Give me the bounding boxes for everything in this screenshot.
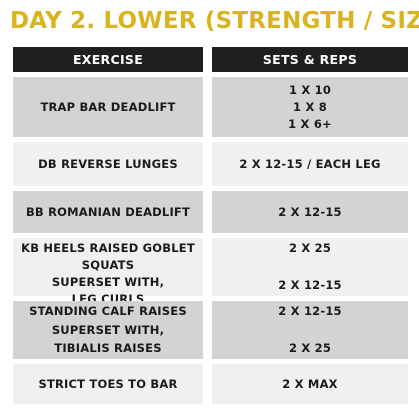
row-5-exercise-line-1: STANDING CALF RAISES (29, 304, 187, 318)
row-2-sets: 2 X 12-15 / EACH LEG (212, 142, 408, 186)
row-6-sets-line-1: 2 X MAX (282, 376, 338, 391)
row-1-sets-line-2: 1 X 8 (293, 99, 327, 114)
row-2-exercise-line-1: DB REVERSE LUNGES (38, 156, 178, 171)
header-exercise: EXERCISE (13, 47, 203, 72)
page-title: DAY 2. LOWER (STRENGTH / SIZE) (10, 8, 419, 34)
row-6-sets: 2 X MAX (212, 364, 408, 404)
workout-table: EXERCISE SETS & REPS TRAP BAR DEADLIFT 1… (13, 47, 408, 404)
row-5-exercise-line-2: SUPERSET WITH, (51, 322, 165, 337)
row-4-sets-line-2: 2 X 12-15 (278, 278, 342, 292)
row-4-exercise-line-2: SUPERSET WITH, (51, 275, 165, 289)
header-sets-reps: SETS & REPS (212, 47, 408, 72)
row-5-sets-line-1: 2 X 12-15 (278, 304, 342, 318)
row-1-sets-line-1: 1 X 10 (288, 82, 332, 97)
row-2-exercise: DB REVERSE LUNGES (13, 142, 203, 186)
row-5-sets: 2 X 12-15 2 X 25 (212, 301, 408, 359)
row-6-exercise-line-1: STRICT TOES TO BAR (38, 376, 178, 391)
row-3-exercise-line-1: BB ROMANIAN DEADLIFT (25, 204, 191, 219)
row-4-exercise-line-1: KB HEELS RAISED GOBLET SQUATS (21, 241, 195, 272)
row-4-sets-line-1: 2 X 25 (288, 241, 332, 255)
row-1-sets-line-3: 1 X 6+ (288, 116, 332, 131)
row-1-exercise: TRAP BAR DEADLIFT (13, 77, 203, 137)
row-5-exercise-line-3: TIBIALIS RAISES (54, 341, 162, 355)
row-6-exercise: STRICT TOES TO BAR (13, 364, 203, 404)
row-3-exercise: BB ROMANIAN DEADLIFT (13, 191, 203, 233)
row-1-exercise-line-1: TRAP BAR DEADLIFT (40, 99, 176, 114)
row-1-sets: 1 X 10 1 X 8 1 X 6+ (212, 77, 408, 137)
row-3-sets-line-1: 2 X 12-15 (278, 204, 342, 219)
row-5-exercise: STANDING CALF RAISES SUPERSET WITH, TIBI… (13, 301, 203, 359)
row-4-sets: 2 X 25 2 X 12-15 (212, 238, 408, 296)
row-4-exercise: KB HEELS RAISED GOBLET SQUATS SUPERSET W… (13, 238, 203, 306)
row-2-sets-line-1: 2 X 12-15 / EACH LEG (239, 156, 381, 171)
row-3-sets: 2 X 12-15 (212, 191, 408, 233)
row-5-sets-line-2: 2 X 25 (288, 341, 332, 355)
